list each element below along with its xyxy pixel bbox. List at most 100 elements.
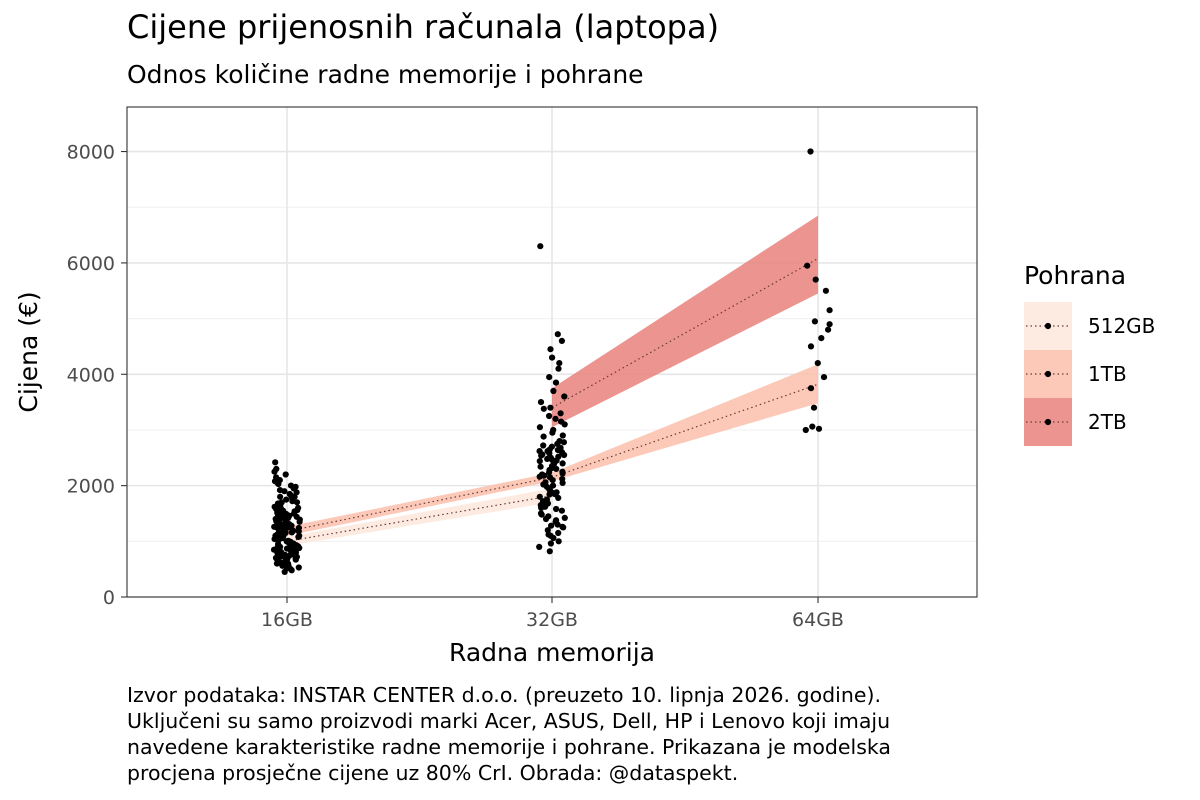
data-point (536, 424, 544, 431)
data-points (270, 148, 833, 576)
data-point (295, 524, 302, 532)
data-point (549, 354, 556, 361)
data-point (550, 534, 557, 542)
data-point (559, 470, 566, 477)
data-point (536, 493, 543, 500)
data-point (546, 548, 553, 555)
data-point (296, 532, 303, 539)
data-point (807, 385, 815, 392)
data-point (540, 433, 547, 440)
y-axis: 0 2000 4000 6000 8000 (67, 142, 127, 609)
data-point (826, 307, 833, 314)
data-point (273, 535, 280, 542)
data-point (283, 496, 290, 503)
data-point (553, 505, 560, 513)
data-point (559, 460, 566, 467)
data-point (539, 451, 546, 458)
data-point (546, 491, 553, 498)
data-point (283, 518, 290, 525)
legend-key-point (1044, 370, 1052, 378)
data-point (548, 522, 555, 529)
data-point (272, 459, 279, 466)
ribbon-2tb (552, 215, 818, 428)
x-tick-label: 32GB (526, 609, 578, 631)
data-point (555, 453, 562, 460)
data-point (536, 473, 543, 480)
x-axis: 16GB 32GB 64GB (261, 597, 844, 631)
data-point (820, 374, 828, 381)
ribbon-1tb (287, 364, 818, 536)
data-point (283, 545, 291, 552)
data-point (811, 318, 819, 325)
data-point (546, 412, 553, 420)
data-point (552, 415, 559, 422)
data-point (549, 482, 557, 489)
data-point (552, 379, 560, 386)
legend-label: 512GB (1088, 314, 1155, 338)
data-point (544, 500, 552, 507)
data-point (559, 475, 566, 483)
data-point (539, 498, 547, 505)
data-point (549, 429, 556, 436)
legend-title: Pohrana (1024, 261, 1126, 290)
data-point (553, 517, 560, 524)
data-point (274, 509, 281, 516)
data-point (292, 549, 299, 556)
caption-line: navedene karakteristike radne memorije i… (127, 735, 891, 759)
data-point (544, 448, 551, 455)
data-point (818, 335, 825, 342)
data-point (556, 360, 563, 367)
data-point (275, 552, 282, 559)
data-point (540, 405, 547, 412)
data-point (284, 560, 292, 567)
data-point (292, 554, 299, 562)
data-point (812, 276, 819, 283)
data-point (807, 343, 815, 350)
data-point (825, 326, 832, 333)
data-point (558, 507, 566, 514)
data-point (547, 540, 555, 547)
data-point (537, 243, 544, 250)
data-point (555, 365, 562, 372)
legend-key-point (1044, 418, 1052, 426)
y-axis-title: Cijena (€) (14, 291, 43, 412)
legend-label: 2TB (1088, 410, 1127, 434)
data-point (280, 510, 287, 517)
caption-line: Uključeni su samo proizvodi marki Acer, … (127, 709, 891, 733)
data-point (558, 337, 566, 344)
x-tick-label: 16GB (261, 609, 313, 631)
data-point (272, 515, 279, 523)
data-point (822, 287, 830, 294)
caption-line: procjena prosječne cijene uz 80% CrI. Ob… (127, 761, 739, 785)
data-point (559, 432, 566, 439)
data-point (540, 442, 547, 449)
data-point (555, 494, 562, 501)
data-point (273, 524, 280, 531)
data-point (545, 513, 552, 520)
data-point (546, 474, 554, 481)
data-point (809, 423, 816, 430)
data-point (550, 387, 557, 395)
chart-subtitle: Odnos količine radne memorije i pohrane (127, 60, 644, 89)
ribbon-512gb (287, 488, 552, 546)
legend-key-point (1044, 322, 1052, 330)
data-point (278, 499, 285, 506)
caption: Izvor podataka: INSTAR CENTER d.o.o. (pr… (127, 682, 1127, 786)
data-point (554, 446, 562, 454)
data-point (273, 474, 280, 481)
caption-line: Izvor podataka: INSTAR CENTER d.o.o. (pr… (127, 683, 881, 707)
data-point (807, 148, 814, 155)
legend-label: 1TB (1088, 362, 1127, 386)
y-tick-label: 2000 (67, 476, 115, 498)
data-point (290, 527, 297, 534)
y-tick-label: 6000 (67, 253, 115, 275)
chart-title: Cijene prijenosnih računala (laptopa) (127, 8, 720, 46)
data-point (276, 504, 284, 511)
data-point (561, 393, 568, 400)
data-point (555, 538, 562, 545)
chart-svg: 0 2000 4000 6000 8000 16GB 32GB 64GB Radna mem… (14, 106, 1155, 667)
data-point (802, 426, 809, 434)
data-point (559, 523, 566, 530)
data-point (274, 557, 281, 564)
data-point (294, 507, 301, 514)
